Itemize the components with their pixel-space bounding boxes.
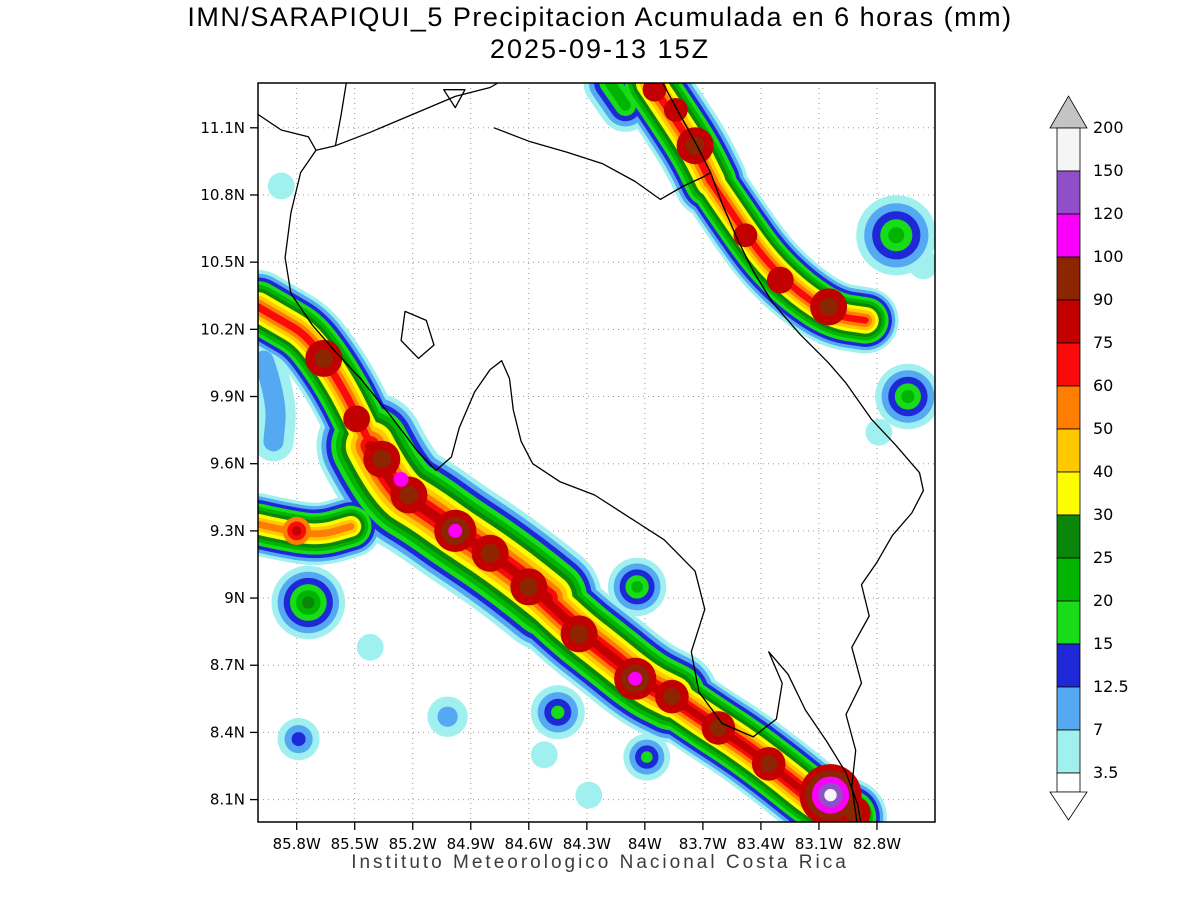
ometepe-island <box>443 89 466 109</box>
coastlines <box>258 83 925 822</box>
lat-axis-label: 9N <box>224 589 245 607</box>
lat-axis-label: 10.5N <box>200 253 245 271</box>
lat-axis-label: 10.2N <box>200 320 245 338</box>
pacific-coast <box>258 113 862 822</box>
colorbar-bottom-arrow <box>1049 791 1088 821</box>
colorbar-label: 100 <box>1093 247 1124 266</box>
caribbean-coast-panama-border <box>661 83 925 822</box>
colorbar-label: 60 <box>1093 376 1113 395</box>
lon-axis-label: 84.3W <box>563 835 611 853</box>
lon-axis-label: 83.4W <box>737 835 785 853</box>
lat-axis-label: 9.9N <box>210 388 245 406</box>
footer-institution: Instituto Meteorologico Nacional Costa R… <box>351 852 849 873</box>
lon-axis-label: 84.9W <box>447 835 495 853</box>
lat-axis-label: 9.3N <box>210 522 245 540</box>
colorbar-label: 200 <box>1093 118 1124 137</box>
lat-axis-label: 11.1N <box>200 119 245 137</box>
lat-axis-label: 8.7N <box>210 656 245 674</box>
lon-axis-label: 85.8W <box>273 835 321 853</box>
map-frame <box>257 82 936 823</box>
lat-axis-label: 9.6N <box>210 455 245 473</box>
colorbar-label: 3.5 <box>1093 763 1118 782</box>
colorbar-label: 150 <box>1093 161 1124 180</box>
colorbar-label: 40 <box>1093 462 1113 481</box>
colorbar-label: 15 <box>1093 634 1113 653</box>
colorbar-label: 120 <box>1093 204 1124 223</box>
colorbar-label: 75 <box>1093 333 1113 352</box>
chart-subtitle-datetime: 2025-09-13 15Z <box>489 34 711 64</box>
colorbar-label: 50 <box>1093 419 1113 438</box>
colorbar: 200 150 120 100 90 75 60 50 40 30 25 20 15 12.5 7 3.5 <box>1049 95 1129 821</box>
lake-nicaragua-se-shore <box>335 83 500 147</box>
colorbar-label: 30 <box>1093 505 1113 524</box>
colorbar-label: 25 <box>1093 548 1113 567</box>
lat-axis-label: 8.1N <box>210 791 245 809</box>
lon-axis-label: 85.5W <box>331 835 379 853</box>
lon-axis-label: 84.6W <box>505 835 553 853</box>
chart-title: IMN/SARAPIQUI_5 Precipitacion Acumulada … <box>187 2 1013 32</box>
lon-axis-label: 84W <box>628 835 662 853</box>
lon-axis-label: 85.2W <box>389 835 437 853</box>
colorbar-label: 20 <box>1093 591 1113 610</box>
lat-axis-label: 8.4N <box>210 723 245 741</box>
precipitation-field <box>258 83 935 822</box>
chira-island <box>400 310 435 360</box>
lake-nicaragua-west-shore <box>315 83 347 151</box>
axis-labels: 11.1N 10.8N 10.5N 10.2N 9.9N 9.6N 9.3N 9N 8.7N 8.… <box>200 119 901 853</box>
colorbar-label: 90 <box>1093 290 1113 309</box>
colorbar-top-arrow <box>1049 95 1088 129</box>
colorbar-label: 7 <box>1093 720 1103 739</box>
lon-axis-label: 83.1W <box>795 835 843 853</box>
lon-axis-label: 82.8W <box>853 835 901 853</box>
lon-axis-label: 83.7W <box>679 835 727 853</box>
nicaragua-border <box>493 127 711 201</box>
lat-axis-label: 10.8N <box>200 186 245 204</box>
colorbar-label: 12.5 <box>1093 677 1129 696</box>
